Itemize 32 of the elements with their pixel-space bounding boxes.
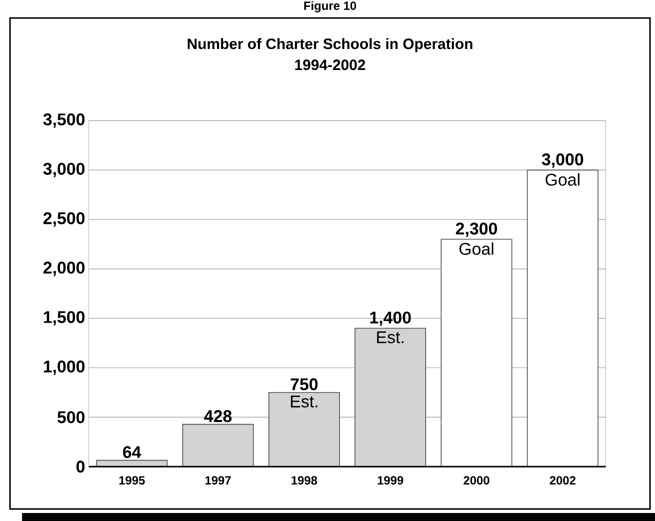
annotation: Est.	[290, 396, 318, 408]
y-tick-label: 2,000	[43, 262, 85, 276]
bar	[268, 392, 340, 468]
y-tick-label: 1,000	[44, 360, 85, 375]
annotation: Goal	[459, 242, 494, 255]
y-tick-label: 3,500	[43, 113, 85, 128]
y-tick-label: 3,000	[43, 162, 85, 178]
bar	[440, 238, 512, 468]
x-tick-label: 2000	[464, 476, 490, 485]
x-tick-label: 2002	[550, 476, 576, 485]
chart-title: Number of Charter Schools in Operation	[188, 38, 472, 52]
y-tick-label: 2,500	[43, 212, 85, 227]
bar	[182, 424, 254, 468]
y-tick-label: 1,500	[44, 311, 85, 326]
x-tick-label: 1998	[292, 476, 318, 485]
bar	[526, 170, 598, 468]
y-tick-label: 500	[57, 411, 85, 424]
x-tick-label: 1999	[378, 476, 404, 485]
data-label: 1,400	[370, 312, 411, 326]
data-label: 428	[204, 410, 232, 422]
annotation: Goal	[546, 173, 580, 186]
chart-subtitle: 1994-2002	[295, 60, 366, 70]
annotation: Est.	[377, 331, 404, 344]
x-tick-label: 1997	[205, 476, 231, 485]
data-label: 3,000	[542, 153, 584, 168]
caption: Figure 10	[304, 1, 356, 12]
data-label: 2,300	[456, 222, 497, 238]
x-tick-label: 1995	[119, 476, 145, 485]
y-tick-label: 0	[76, 460, 85, 473]
bar	[354, 328, 426, 468]
data-label: 750	[290, 378, 318, 390]
data-label: 64	[123, 446, 142, 458]
